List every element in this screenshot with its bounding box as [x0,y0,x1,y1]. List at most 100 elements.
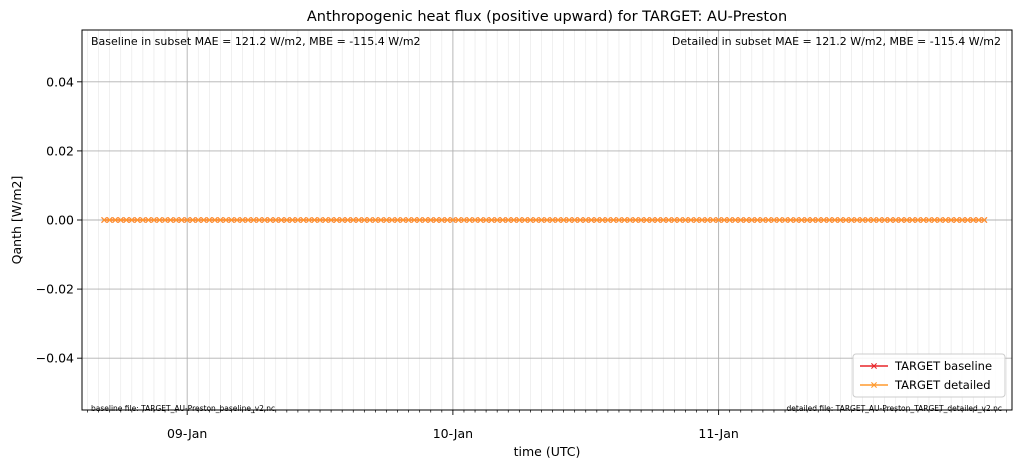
data-point [555,217,562,223]
data-point [521,217,528,223]
data-point [942,217,949,223]
data-point [234,217,240,223]
marker-stroke [726,217,733,223]
data-point [809,217,816,223]
data-point [483,217,490,223]
data-point [610,217,617,223]
data-point [272,217,279,223]
legend-box [852,353,1006,398]
data-point [903,217,910,223]
marker-stroke [184,217,191,223]
data-point [566,217,573,223]
marker-stroke [970,217,977,223]
marker-stroke [876,217,883,223]
marker-stroke [671,217,678,223]
data-point [748,217,755,223]
data-point [178,217,185,223]
marker-stroke [173,217,180,223]
y-tick-label: −0.04 [36,351,74,366]
marker-stroke [267,217,274,223]
marker-stroke [400,217,407,223]
marker-stroke [444,217,451,223]
marker-stroke [366,217,373,223]
marker-stroke [472,217,479,223]
data-point [544,217,550,223]
data-point [532,217,539,223]
legend-marker-glyph [871,382,877,388]
detailed-metrics-annotation: Detailed in subset MAE = 121.2 W/m2, MBE… [672,35,1001,48]
marker-stroke [871,382,877,388]
marker-stroke [560,217,567,223]
marker-stroke [914,217,921,223]
y-tick-label: −0.02 [36,282,74,297]
marker-stroke [488,217,495,223]
marker-stroke [322,217,329,223]
marker-stroke [627,217,634,223]
data-point [975,217,982,223]
data-point [887,217,894,223]
marker-stroke [682,217,689,223]
marker-stroke [654,217,661,223]
x-axis-label: time (UTC) [514,444,581,459]
y-axis-label: Qanth [W/m2] [9,176,24,265]
data-point [112,217,119,223]
data-point [438,217,445,223]
marker-stroke [283,217,290,223]
data-point [311,217,318,223]
data-point [400,217,407,223]
x-axis-ticks: 09-Jan 10-Jan 11-Jan [87,410,1007,441]
data-point [649,217,656,223]
data-point [300,217,307,223]
data-point [516,217,523,223]
marker-stroke [909,217,916,223]
marker-stroke [128,217,135,223]
marker-stroke [699,217,705,223]
marker-stroke [510,217,517,223]
marker-stroke [355,217,362,223]
legend: TARGET baseline TARGET detailed [852,353,1006,398]
data-point [964,217,971,223]
data-point [416,217,423,223]
data-point [350,217,357,223]
marker-stroke [538,217,545,223]
data-point [250,217,257,223]
series-layer [101,217,988,223]
data-point [455,217,462,223]
marker-stroke [195,217,202,223]
marker-stroke [759,217,766,223]
marker-stroke [687,217,694,223]
marker-stroke [920,217,927,223]
marker-stroke [494,217,501,223]
legend-label-detailed: TARGET detailed [894,378,991,392]
data-point [798,217,805,223]
data-point [660,217,667,223]
data-point [189,217,196,223]
marker-stroke [770,217,777,223]
marker-stroke [754,217,761,223]
data-point [782,217,789,223]
data-point [815,217,822,223]
data-point [665,217,672,223]
marker-stroke [516,217,523,223]
data-point [510,217,517,223]
data-point [117,217,124,223]
marker-stroke [870,217,877,223]
data-point [759,217,766,223]
data-point [134,217,141,223]
marker-stroke [411,217,418,223]
marker-stroke [704,217,711,223]
marker-stroke [305,217,312,223]
data-point [317,217,324,223]
data-point [654,217,661,223]
data-point [699,217,705,223]
marker-stroke [272,217,279,223]
data-point [389,217,395,223]
marker-stroke [676,217,683,223]
marker-stroke [555,217,562,223]
data-point [804,217,811,223]
data-point [333,217,340,223]
marker-stroke [145,217,152,223]
data-point [981,217,988,223]
marker-stroke [117,217,124,223]
